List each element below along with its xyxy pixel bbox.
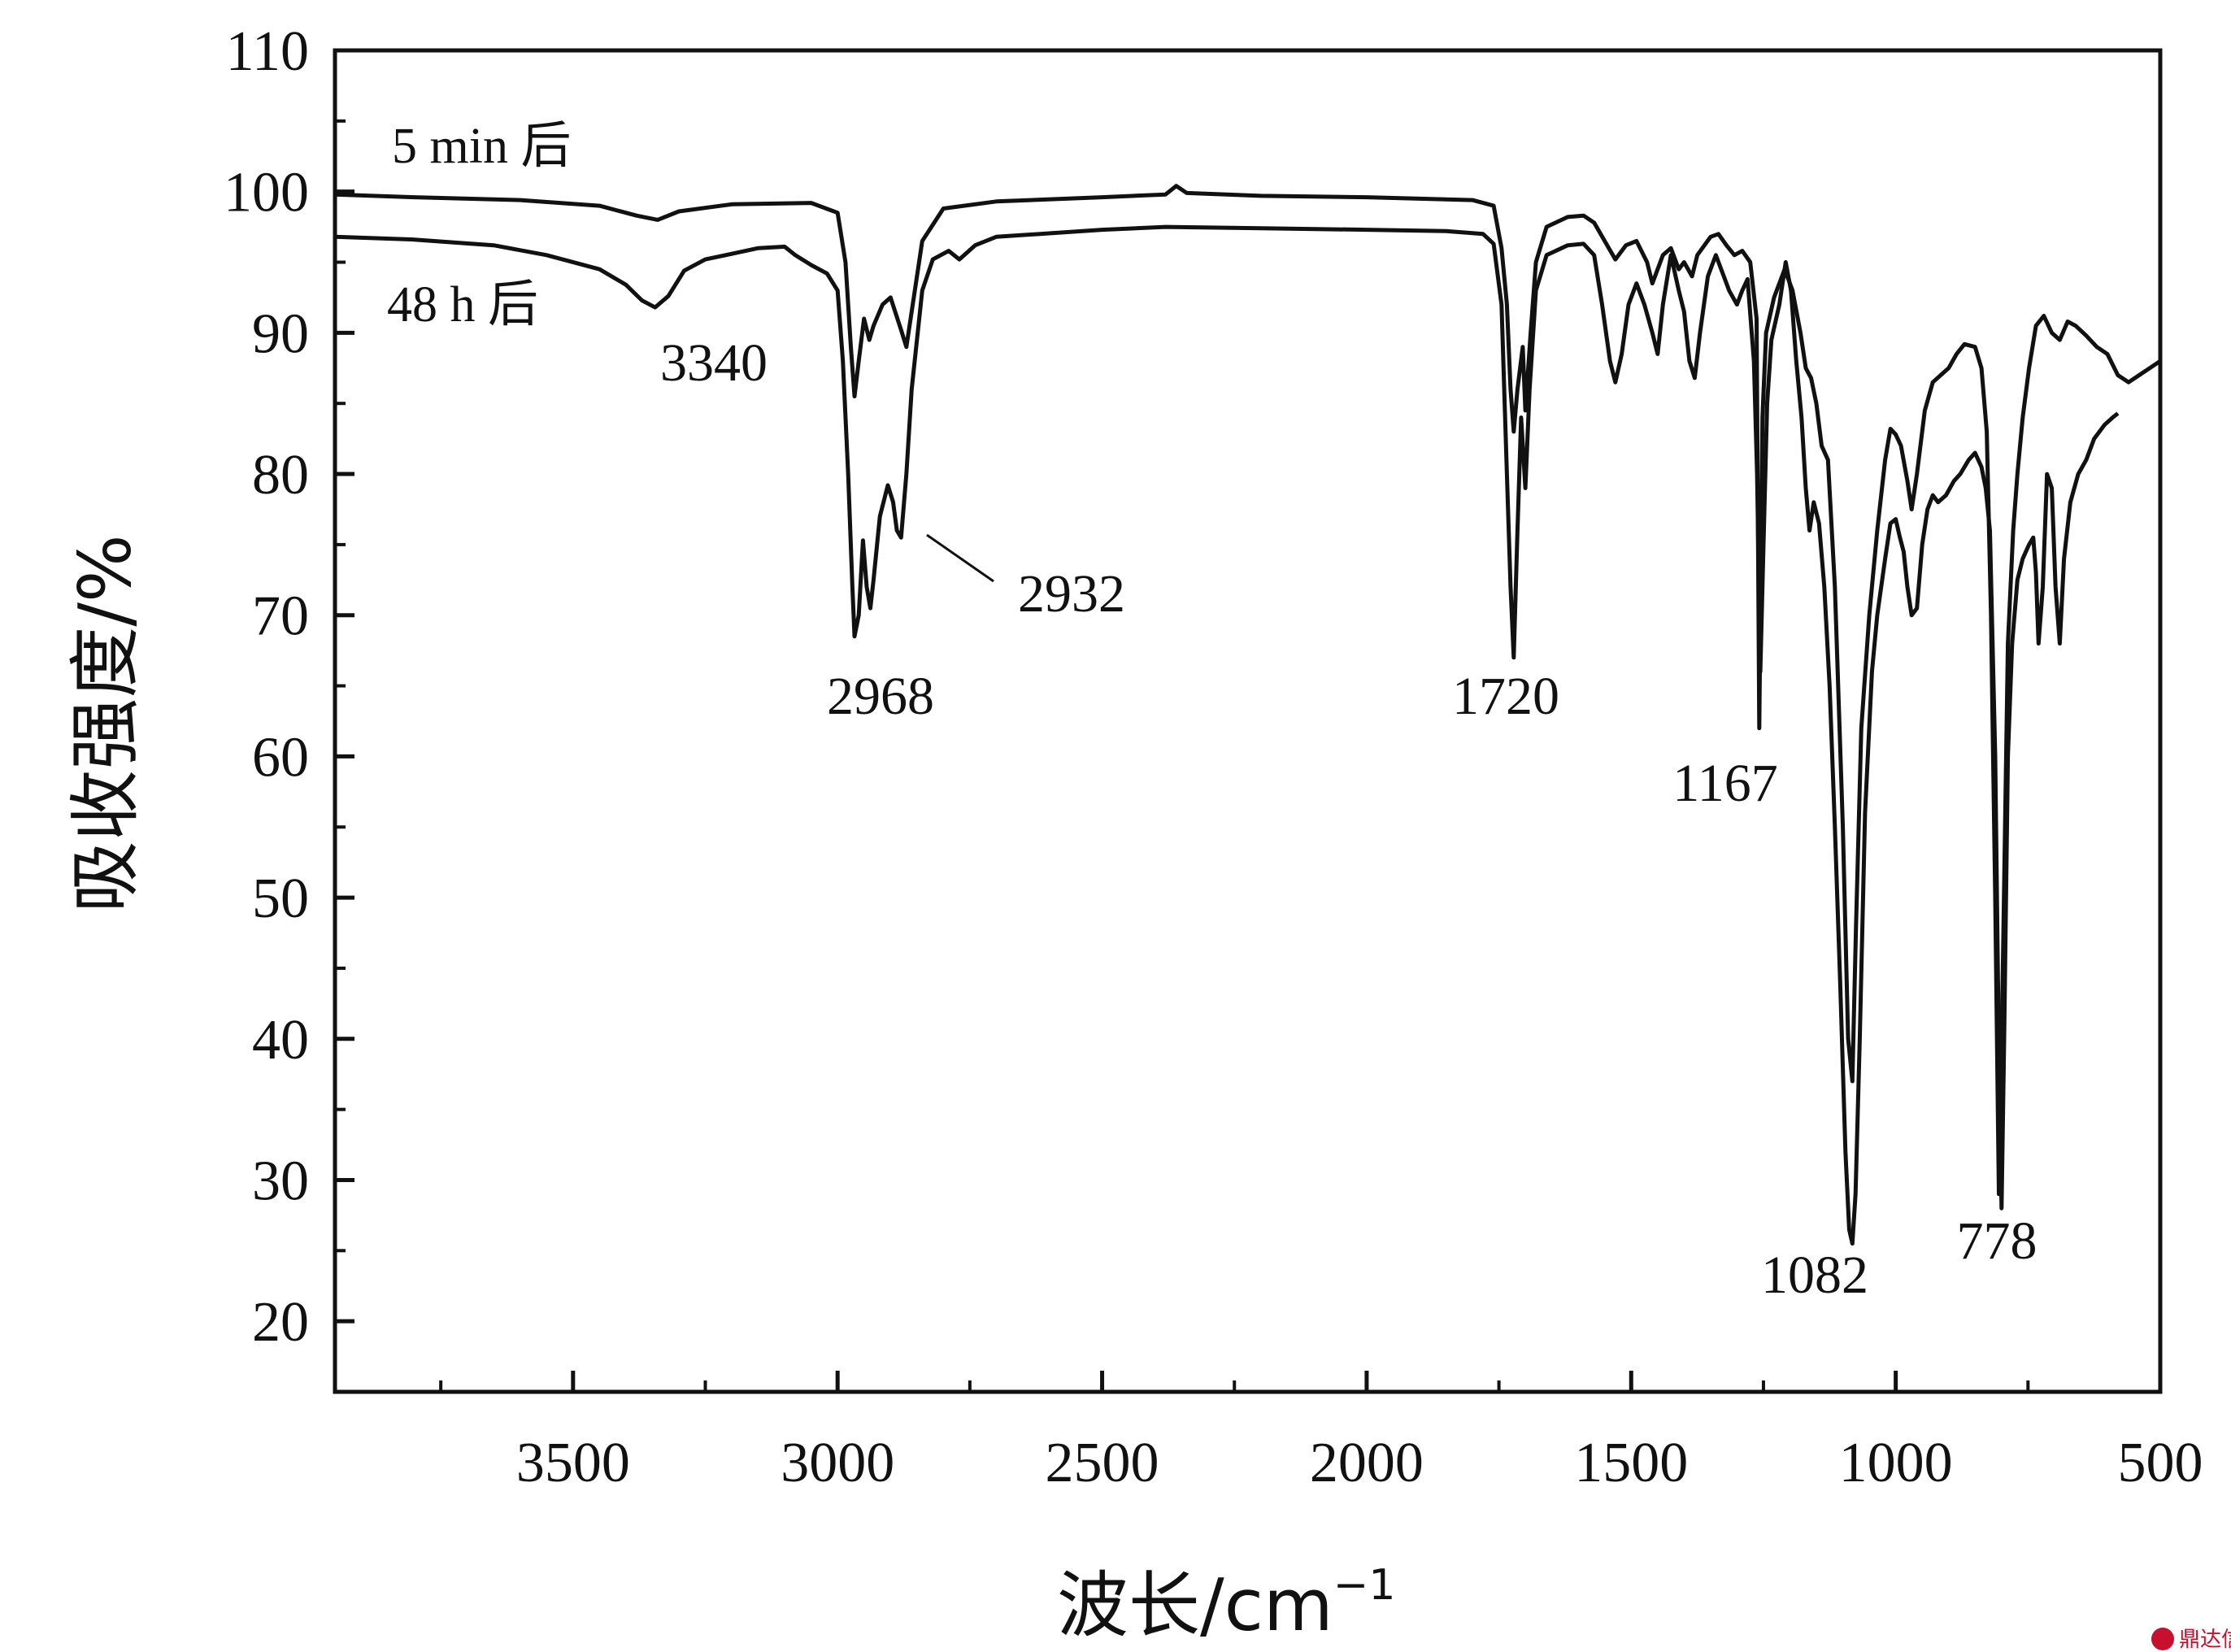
y-tick-label: 70 bbox=[252, 585, 309, 648]
x-tick-label: 500 bbox=[2118, 1432, 2203, 1494]
y-axis: 20 30 40 50 60 70 80 90 100 110 bbox=[224, 20, 354, 1354]
y-tick-label: 40 bbox=[252, 1009, 309, 1072]
y-tick-label: 60 bbox=[252, 726, 309, 789]
x-tick-label: 1500 bbox=[1574, 1432, 1688, 1494]
peak-label-2968: 2968 bbox=[827, 667, 934, 726]
x-tick-label: 1000 bbox=[1839, 1432, 1953, 1494]
y-tick-label: 80 bbox=[252, 444, 309, 506]
x-axis-title: 波长/cm−1 bbox=[1057, 1561, 1395, 1647]
series-group bbox=[334, 184, 2162, 1246]
y-tick-label: 100 bbox=[224, 162, 309, 224]
y-tick-label: 30 bbox=[252, 1150, 309, 1212]
x-tick-label: 3500 bbox=[516, 1432, 630, 1494]
x-tick-label: 3000 bbox=[781, 1432, 894, 1494]
x-axis: 3500 3000 2500 2000 1500 1000 500 bbox=[439, 1371, 2203, 1494]
peak-label-1167: 1167 bbox=[1672, 754, 1778, 813]
peak-leader-line bbox=[926, 533, 994, 583]
y-axis-title: 吸收强度/% bbox=[63, 534, 147, 912]
peak-label-2932: 2932 bbox=[1018, 564, 1125, 624]
series-line-48h bbox=[334, 224, 2120, 1246]
x-tick-label: 2000 bbox=[1310, 1432, 1424, 1494]
y-tick-label: 90 bbox=[252, 302, 309, 365]
y-tick-label: 20 bbox=[252, 1291, 309, 1354]
x-axis-title-sup: −1 bbox=[1333, 1561, 1396, 1610]
peak-label-1720: 1720 bbox=[1452, 667, 1559, 726]
peak-label-1082: 1082 bbox=[1761, 1246, 1868, 1305]
series-label-48h: 48 h 后 bbox=[387, 277, 538, 333]
plot-frame bbox=[333, 48, 2163, 1394]
x-axis-title-main: 波长/cm bbox=[1057, 1563, 1333, 1647]
x-tick-label: 2500 bbox=[1046, 1432, 1159, 1494]
watermark-text: 鼎达信 bbox=[2179, 1628, 2231, 1652]
peak-label-3340: 3340 bbox=[660, 333, 768, 393]
y-tick-label: 50 bbox=[252, 867, 309, 930]
y-tick-label: 110 bbox=[226, 20, 309, 83]
series-label-5min: 5 min 后 bbox=[392, 119, 571, 174]
peak-label-778: 778 bbox=[1957, 1211, 2037, 1271]
watermark-logo: 鼎达信 bbox=[2151, 1628, 2231, 1652]
annotation-group: 3340 2968 2932 1720 1167 1082 778 bbox=[660, 333, 2037, 1305]
